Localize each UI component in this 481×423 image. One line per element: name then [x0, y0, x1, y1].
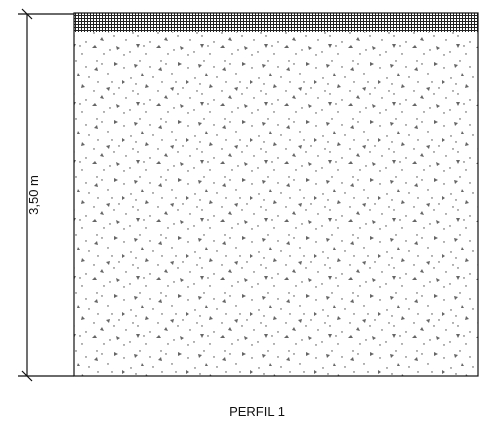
- soil-layer: [74, 32, 478, 376]
- dimension-line: [18, 8, 74, 382]
- profile-outline: [73, 12, 479, 377]
- height-label: 3,50 m: [26, 175, 41, 215]
- top-layer: [74, 13, 478, 32]
- caption: PERFIL 1: [229, 404, 285, 419]
